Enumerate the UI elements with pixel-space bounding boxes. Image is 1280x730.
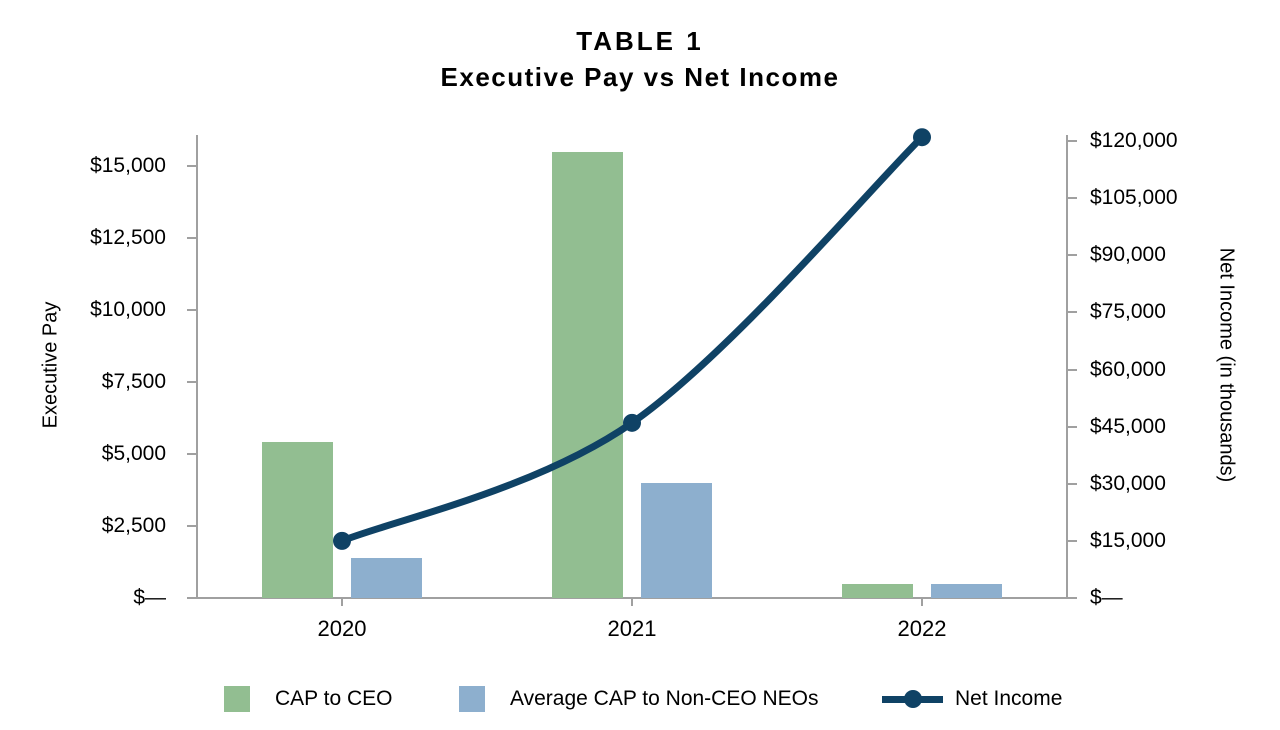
left-axis-title: Executive Pay — [39, 301, 62, 429]
net-income-marker-2020 — [333, 531, 351, 550]
legend-item-average-cap-to-non-ceo-neos: Average CAP to Non-CEO NEOs — [459, 684, 819, 714]
right-axis-tick — [1067, 140, 1077, 142]
bar-cap-to-ceo-2020 — [262, 442, 333, 598]
legend-swatch-cap-to-ceo — [224, 686, 250, 712]
net-income-marker-2022 — [913, 128, 931, 147]
right-axis-tick — [1067, 311, 1077, 314]
legend-item-cap-to-ceo: CAP to CEO — [224, 684, 393, 714]
bar-average-cap-to-non-ceo-neos-2022 — [931, 583, 1002, 598]
net-income-line — [338, 133, 926, 545]
right-axis-tick — [1067, 425, 1077, 428]
left-axis-tick-label: $2,500 — [101, 514, 166, 537]
right-axis-tick-label: $— — [1090, 586, 1123, 609]
legend-item-net-income: Net Income — [882, 684, 1062, 714]
x-axis-tick — [921, 598, 923, 606]
bar-cap-to-ceo-2021 — [552, 151, 623, 598]
legend-label-cap-to-ceo: CAP to CEO — [275, 687, 393, 710]
left-axis-tick — [187, 165, 197, 167]
left-axis-tick — [187, 237, 197, 239]
right-axis-tick-label: $15,000 — [1090, 528, 1166, 552]
right-axis-tick — [1067, 482, 1077, 485]
left-axis-tick-label: $5,000 — [101, 442, 166, 465]
right-axis-tick-label: $90,000 — [1090, 243, 1166, 267]
right-axis-line — [1066, 135, 1068, 599]
bar-cap-to-ceo-2022 — [842, 583, 913, 598]
right-axis-tick-label: $120,000 — [1090, 129, 1178, 152]
left-axis-tick-label: $10,000 — [90, 298, 166, 321]
right-axis-tick — [1067, 197, 1077, 200]
x-axis-category-label: 2020 — [317, 616, 367, 641]
bar-average-cap-to-non-ceo-neos-2020 — [351, 557, 422, 598]
left-axis-tick — [187, 597, 197, 599]
left-axis-tick — [187, 525, 197, 527]
chart-title: TABLE 1 — [576, 26, 704, 56]
legend-swatch-average-cap-to-non-ceo-neos — [459, 686, 485, 712]
bar-average-cap-to-non-ceo-neos-2021 — [641, 482, 712, 598]
chart-subtitle: Executive Pay vs Net Income — [440, 62, 840, 92]
legend-line-sample-net-income — [882, 690, 943, 708]
right-axis-tick-label: $60,000 — [1090, 357, 1166, 381]
left-axis-tick-label: $— — [133, 586, 166, 609]
x-axis-tick — [631, 598, 633, 606]
x-axis-category-label: 2021 — [607, 616, 657, 641]
right-axis-tick-label: $105,000 — [1090, 186, 1178, 210]
right-axis-tick-label: $45,000 — [1090, 414, 1166, 438]
legend-label-average-cap-to-non-ceo-neos: Average CAP to Non-CEO NEOs — [510, 687, 819, 710]
left-axis-tick — [187, 453, 197, 455]
legend-line-dot-net-income — [903, 690, 922, 708]
right-axis-tick — [1067, 254, 1077, 257]
legend-label-net-income: Net Income — [955, 687, 1063, 710]
right-axis-title: Net Income (in thousands) — [1215, 247, 1238, 483]
x-axis-category-label: 2022 — [897, 616, 947, 641]
left-axis-tick — [187, 309, 197, 311]
right-axis-tick — [1067, 539, 1077, 542]
right-axis-tick — [1067, 368, 1077, 371]
left-axis-tick — [187, 381, 197, 383]
left-axis-tick-label: $7,500 — [101, 370, 166, 393]
right-axis-tick — [1067, 597, 1077, 599]
right-axis-tick-label: $30,000 — [1090, 471, 1166, 495]
right-axis-tick-label: $75,000 — [1090, 300, 1166, 324]
left-axis-line — [196, 135, 198, 599]
left-axis-tick-label: $12,500 — [90, 226, 166, 249]
x-axis-tick — [341, 598, 343, 606]
net-income-marker-2021 — [623, 413, 641, 432]
left-axis-tick-label: $15,000 — [90, 154, 166, 177]
